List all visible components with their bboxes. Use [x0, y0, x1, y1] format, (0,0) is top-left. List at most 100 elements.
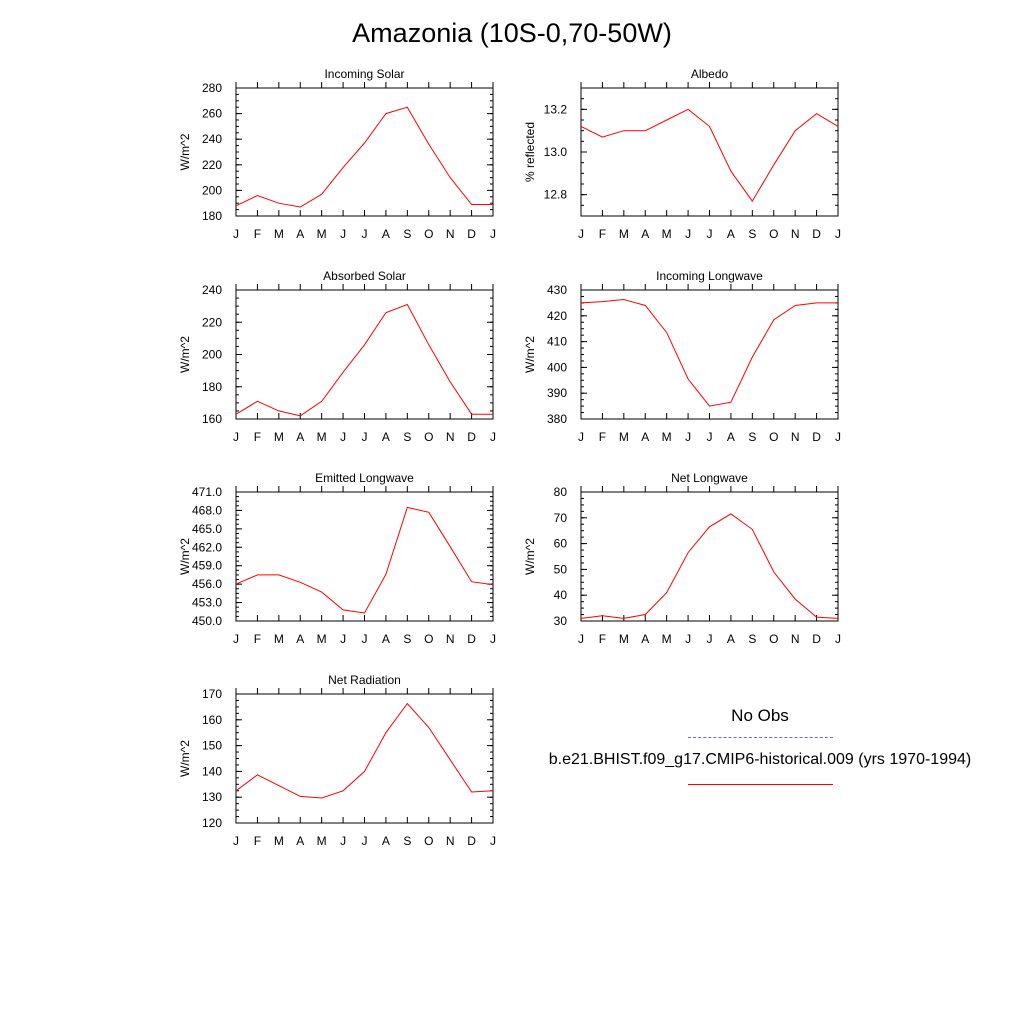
plot-frame — [580, 289, 839, 420]
x-tick-label: N — [446, 430, 455, 444]
y-tick-label: 430 — [547, 283, 567, 297]
y-tick-label: 12.8 — [544, 188, 568, 202]
x-tick-label: J — [340, 430, 346, 444]
series-line — [580, 298, 838, 407]
series-line — [235, 303, 493, 417]
page-title: Amazonia (10S-0,70-50W) — [352, 18, 672, 48]
x-tick-label: M — [274, 430, 284, 444]
x-tick-label: J — [835, 632, 841, 646]
x-tick-label: S — [403, 834, 411, 848]
x-tick-label: F — [254, 430, 261, 444]
x-tick-label: J — [707, 632, 713, 646]
y-tick-label: 170 — [202, 687, 222, 701]
x-tick-label: J — [233, 227, 239, 241]
x-tick-label: F — [599, 632, 606, 646]
y-tick-label: 456.0 — [192, 577, 222, 591]
x-tick-label: O — [769, 632, 778, 646]
plot-frame — [580, 87, 839, 217]
x-tick-label: N — [791, 227, 800, 241]
x-tick-label: M — [619, 430, 629, 444]
x-tick-label: S — [403, 430, 411, 444]
y-tick-label: 220 — [202, 158, 222, 172]
series-line — [235, 506, 494, 614]
y-tick-label: 120 — [202, 816, 222, 830]
y-tick-label: 465.0 — [192, 522, 222, 536]
x-tick-label: A — [296, 834, 304, 848]
x-tick-label: M — [274, 632, 284, 646]
x-tick-label: O — [424, 430, 433, 444]
x-tick-label: J — [362, 430, 368, 444]
x-tick-label: M — [662, 430, 672, 444]
x-tick-label: A — [727, 227, 735, 241]
y-tick-label: 80 — [554, 485, 568, 499]
legend-obs-label: No Obs — [731, 706, 789, 725]
y-tick-label: 410 — [547, 335, 567, 349]
y-tick-label: 468.0 — [192, 503, 222, 517]
x-tick-label: J — [362, 834, 368, 848]
y-axis-label: W/m^2 — [178, 133, 192, 170]
x-tick-label: J — [578, 632, 584, 646]
x-tick-label: A — [641, 227, 649, 241]
x-tick-label: S — [403, 227, 411, 241]
y-tick-label: 280 — [202, 81, 222, 95]
y-tick-label: 459.0 — [192, 559, 222, 573]
x-tick-label: O — [424, 227, 433, 241]
x-tick-label: M — [317, 834, 327, 848]
y-tick-label: 390 — [547, 386, 567, 400]
series-line — [235, 702, 494, 799]
x-tick-label: J — [340, 227, 346, 241]
x-tick-label: N — [446, 632, 455, 646]
x-tick-label: S — [748, 227, 756, 241]
x-tick-label: M — [662, 632, 672, 646]
y-tick-label: 160 — [202, 713, 222, 727]
x-tick-label: S — [403, 632, 411, 646]
x-tick-label: O — [424, 834, 433, 848]
x-tick-label: J — [233, 632, 239, 646]
panel-title: Incoming Longwave — [656, 269, 763, 283]
y-axis-label: W/m^2 — [523, 336, 537, 373]
y-tick-label: 200 — [202, 183, 222, 197]
x-tick-label: M — [274, 834, 284, 848]
legend-model-line — [688, 784, 833, 785]
x-tick-label: M — [317, 632, 327, 646]
x-tick-label: M — [619, 632, 629, 646]
x-tick-label: J — [685, 227, 691, 241]
plot-frame — [235, 491, 494, 622]
x-tick-label: M — [619, 227, 629, 241]
x-tick-label: J — [835, 227, 841, 241]
x-tick-label: D — [467, 834, 476, 848]
y-tick-label: 40 — [554, 588, 568, 602]
plot-frame — [235, 693, 494, 824]
x-tick-label: A — [382, 227, 390, 241]
x-tick-label: M — [274, 227, 284, 241]
y-tick-label: 150 — [202, 739, 222, 753]
series-line — [580, 513, 839, 619]
y-tick-label: 380 — [547, 412, 567, 426]
y-tick-label: 400 — [547, 360, 567, 374]
x-tick-label: F — [254, 834, 261, 848]
x-tick-label: N — [446, 834, 455, 848]
y-tick-label: 160 — [202, 412, 222, 426]
panel-title: Net Longwave — [671, 471, 748, 485]
y-tick-label: 453.0 — [192, 596, 222, 610]
plot-frame — [580, 491, 839, 622]
y-tick-label: 140 — [202, 764, 222, 778]
x-tick-label: J — [490, 227, 496, 241]
y-axis-label: W/m^2 — [178, 538, 192, 575]
y-tick-label: 240 — [202, 283, 222, 297]
x-tick-label: J — [685, 632, 691, 646]
y-tick-label: 260 — [202, 107, 222, 121]
x-tick-label: N — [791, 430, 800, 444]
x-tick-label: S — [748, 632, 756, 646]
y-tick-label: 420 — [547, 309, 567, 323]
y-tick-label: 450.0 — [192, 614, 222, 628]
y-tick-label: 200 — [202, 348, 222, 362]
y-axis-label: W/m^2 — [178, 740, 192, 777]
x-tick-label: J — [707, 227, 713, 241]
legend-model-label: b.e21.BHIST.f09_g17.CMIP6-historical.009… — [548, 751, 972, 768]
